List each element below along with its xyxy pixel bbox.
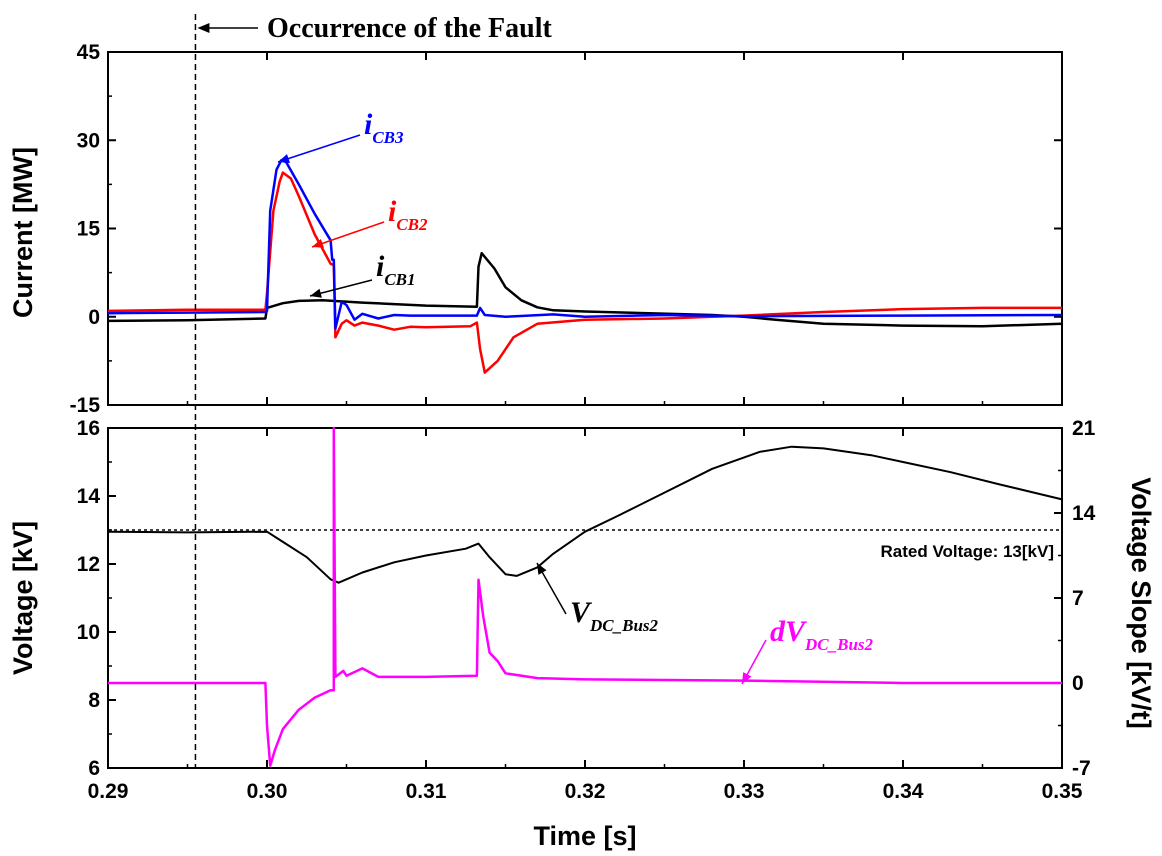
series-label-sub: CB2 xyxy=(396,215,428,234)
fault-annotation-label: Occurrence of the Fault xyxy=(267,13,553,44)
current-y-axis-title: Current [MW] xyxy=(8,147,38,318)
slope-y-tick-label: 0 xyxy=(1072,672,1084,695)
series-label-sub: CB1 xyxy=(384,270,415,289)
series-label-iCB2: iCB2 xyxy=(388,195,428,234)
series-label-main: i xyxy=(376,250,385,283)
slope-y-tick-label: 21 xyxy=(1072,417,1096,440)
time-x-tick-label: 0.31 xyxy=(406,780,447,803)
current-y-tick-label: 15 xyxy=(77,218,101,241)
series-label-main: V xyxy=(570,596,593,629)
time-x-tick-label: 0.29 xyxy=(88,780,129,803)
current-y-tick-label: 45 xyxy=(77,41,101,64)
time-x-tick-label: 0.35 xyxy=(1042,780,1083,803)
time-x-tick-label: 0.34 xyxy=(883,780,924,803)
series-line-iCB3 xyxy=(107,159,1063,330)
series-label-iCB3: iCB3 xyxy=(364,108,404,147)
series-label-sub: CB3 xyxy=(372,128,404,147)
current-panel: -15 0 15 30 45 Current [MW] xyxy=(8,41,1063,417)
voltage-y-tick-label: 8 xyxy=(88,689,100,712)
time-x-tick-label: 0.32 xyxy=(565,780,606,803)
slope-y-tick-label: -7 xyxy=(1072,757,1091,780)
slope-y-axis-title: Voltage Slope [kV/t] xyxy=(1126,477,1156,729)
series-label-main: i xyxy=(388,195,397,228)
label-arrow-iCB2 xyxy=(311,221,385,248)
voltage-y-tick-label: 6 xyxy=(88,757,100,780)
series-line-dVDC_Bus2 xyxy=(108,426,1062,767)
series-label-sub: DC_Bus2 xyxy=(804,635,874,654)
label-arrowhead-iCB1 xyxy=(310,288,322,298)
current-y-tick-label: -15 xyxy=(70,394,101,417)
rated-voltage-label: Rated Voltage: 13[kV] xyxy=(880,542,1054,561)
label-arrowhead-iCB3 xyxy=(278,154,290,163)
series-label-main: dV xyxy=(770,615,808,648)
series-line-iCB2 xyxy=(107,171,1062,374)
slope-y-tick-label: 14 xyxy=(1072,502,1096,525)
series-line-iCB1 xyxy=(107,251,1063,328)
series-label-main: i xyxy=(364,108,373,141)
voltage-y-tick-label: 14 xyxy=(77,485,101,508)
current-plot-frame xyxy=(107,51,1063,406)
label-arrowhead-VDC_Bus2 xyxy=(537,563,547,575)
time-x-axis-title: Time [s] xyxy=(533,821,636,851)
voltage-panel: 6 8 10 12 14 16 -7 0 7 14 21 0.29 0.30 0.31 0.32 0.33 0.… xyxy=(8,417,1156,851)
voltage-y-tick-label: 10 xyxy=(77,621,100,644)
fault-arrow-head xyxy=(197,23,210,33)
label-arrow-iCB3 xyxy=(277,134,361,163)
series-line-VDC_Bus2 xyxy=(107,445,1063,584)
current-y-tick-label: 0 xyxy=(88,306,100,329)
voltage-y-tick-label: 16 xyxy=(77,417,100,440)
annotations-layer: Occurrence of the FaultiCB3iCB2iCB1VDC_B… xyxy=(194,13,874,768)
voltage-y-tick-label: 12 xyxy=(77,553,100,576)
time-x-tick-label: 0.33 xyxy=(724,780,765,803)
label-arrowhead-iCB2 xyxy=(312,239,324,248)
time-x-tick-label: 0.30 xyxy=(247,780,288,803)
current-y-tick-label: 30 xyxy=(77,129,100,152)
series-label-dVDC_Bus2: dVDC_Bus2 xyxy=(770,615,874,654)
voltage-y-axis-title: Voltage [kV] xyxy=(8,521,38,675)
series-label-iCB1: iCB1 xyxy=(376,250,416,289)
series-label-VDC_Bus2: VDC_Bus2 xyxy=(570,596,659,635)
label-arrowhead-dVDC_Bus2 xyxy=(742,672,752,684)
series-label-sub: DC_Bus2 xyxy=(589,616,659,635)
slope-y-tick-label: 7 xyxy=(1072,587,1084,610)
